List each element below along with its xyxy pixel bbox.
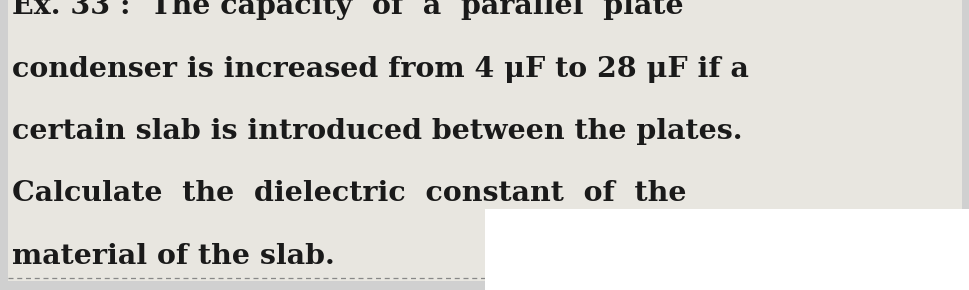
Text: condenser is increased from 4 μF to 28 μF if a: condenser is increased from 4 μF to 28 μ… [12, 56, 748, 83]
Text: certain slab is introduced between the plates.: certain slab is introduced between the p… [12, 118, 742, 145]
Text: Calculate  the  dielectric  constant  of  the: Calculate the dielectric constant of the [12, 180, 686, 207]
Bar [484, 209, 969, 290]
Text: material of the slab.: material of the slab. [12, 243, 334, 270]
Text: Ex. 33 :  The capacity  of  a  parallel  plate: Ex. 33 : The capacity of a parallel plat… [12, 0, 683, 20]
